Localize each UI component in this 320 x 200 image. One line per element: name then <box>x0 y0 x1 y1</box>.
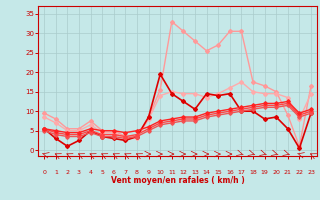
X-axis label: Vent moyen/en rafales ( km/h ): Vent moyen/en rafales ( km/h ) <box>111 176 244 185</box>
